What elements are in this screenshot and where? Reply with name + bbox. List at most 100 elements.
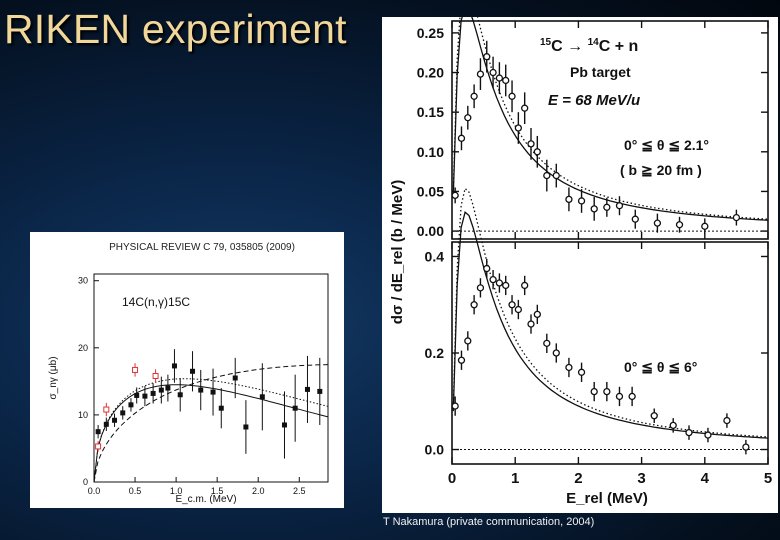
slide-title: RIKEN experiment [4,6,347,52]
data-point [218,405,224,411]
y-tick-label: 0.05 [417,183,444,199]
left-chart-svg: PHYSICAL REVIEW C 79, 035805 (2009) 14C(… [48,242,329,505]
x-axis-label: E_rel (MeV) [566,490,648,507]
x-tick-label: 1 [511,470,519,487]
data-point [198,387,204,393]
data-point [495,279,504,287]
data-point [150,390,156,396]
data-point [521,281,529,290]
data-point [565,195,573,204]
theory-curve-solid [452,211,769,439]
data-point [476,70,485,78]
data-point [470,301,478,309]
x-tick-label: 4 [701,470,710,487]
data-point [552,349,560,357]
data-point [615,392,624,401]
theory-curve-solid [93,384,329,483]
data-point [527,140,535,148]
data-point [476,284,485,292]
credit-text: T Nakamura (private communication, 2004) [383,516,595,528]
y-axis-label: σ_nγ (μb) [48,356,59,399]
x-tick-label: 2.5 [293,486,306,496]
reaction-el-1: C → [551,38,587,55]
data-point [158,387,164,393]
data-point [495,74,504,82]
data-point [552,171,560,180]
x-tick-label: 2.0 [252,486,265,496]
data-point-red [132,366,139,373]
data-point [259,394,265,400]
data-point [120,410,126,416]
angle-label-top: 0° ≦ θ ≦ 2.1° [624,137,709,153]
right-figure: dσ / dE_rel (b / MeV) E_rel (MeV) 15C → … [382,0,778,513]
data-point [232,375,238,381]
x-tick-label: 5 [764,470,772,487]
reaction-label: 14C(n,γ)15C [122,295,190,309]
y-tick-label: 0.4 [425,248,445,264]
data-point [543,339,551,347]
data-point [103,421,109,427]
data-point [527,320,535,328]
data-point [483,264,491,273]
data-point [502,281,510,290]
data-point [243,424,249,430]
data-point [457,134,466,142]
data-point [451,191,459,200]
data-point [451,402,459,410]
data-point [489,275,497,284]
reaction-pre-1: 15 [540,37,552,48]
y-tick-label: 0.20 [417,65,444,81]
y-tick-label: 0.10 [417,144,444,160]
y-tick-label: 10 [78,410,88,420]
data-point [742,443,750,451]
impact-param-label: ( b ≧ 20 fm ) [620,162,702,178]
theory-curve-dotted [93,378,329,483]
y-tick-label: 0.0 [425,442,445,458]
data-point-red [152,372,159,379]
x-tick-label: 3 [637,470,645,487]
left-figure: PHYSICAL REVIEW C 79, 035805 (2009) 14C(… [30,232,344,508]
theory-curve-dashed [93,364,329,483]
y-axis-label: dσ / dE_rel (b / MeV) [389,180,406,324]
data-point [177,392,183,398]
data-point [577,368,586,376]
data-point [631,215,639,223]
y-tick-label: 0 [83,477,88,487]
data-point [603,203,611,211]
data-point [95,429,101,435]
data-point [502,76,510,85]
data-point [171,363,177,369]
data-point [457,356,466,364]
x-axis-label: E_c.m. (MeV) [175,494,236,505]
data-point [142,393,148,399]
journal-header: PHYSICAL REVIEW C 79, 035805 (2009) [109,242,295,253]
data-point [533,310,541,319]
y-tick-label: 0.15 [417,104,444,120]
reaction-pre-2: 14 [588,37,600,48]
data-point [669,421,677,430]
target-label: Pb target [570,64,631,80]
data-point [603,387,611,396]
data-point [304,386,310,392]
data-point [210,389,216,395]
y-tick-label: 20 [78,343,88,353]
data-point [508,92,516,100]
energy-label: E = 68 MeV/u [548,92,640,109]
data-point [701,222,709,230]
x-tick-label: 1.5 [211,486,224,496]
data-point [317,388,323,394]
x-tick-label: 2 [574,470,582,487]
data-point [508,301,516,309]
data-point-red [95,443,102,450]
data-point [464,114,472,122]
data-point [533,148,541,156]
data-point [653,219,662,227]
data-point [514,305,523,314]
x-tick-label: 0 [448,470,456,487]
y-tick-label: 30 [78,276,88,286]
data-point [521,104,529,112]
y-tick-label: 0.25 [417,25,444,41]
data-point [590,205,598,213]
data-point [292,405,298,411]
data-point [128,402,134,408]
